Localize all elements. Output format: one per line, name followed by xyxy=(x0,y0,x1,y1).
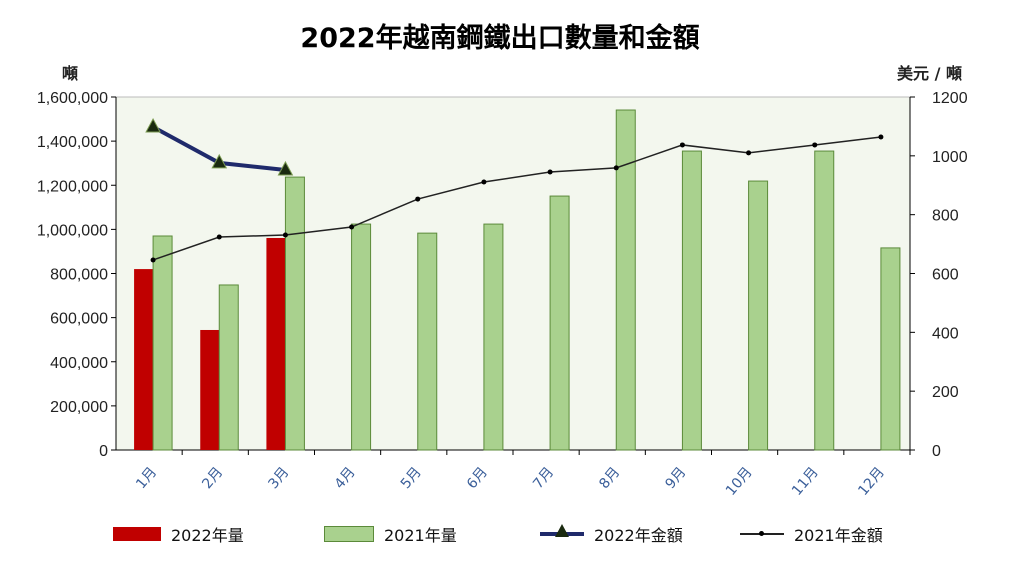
bar-2021年量 xyxy=(483,223,504,451)
bar-2021年量 xyxy=(351,223,372,451)
legend-swatch xyxy=(324,526,374,542)
point-2021年金額 xyxy=(481,179,487,185)
right-tick-label: 1000 xyxy=(932,149,968,166)
x-tick-label: 9月 xyxy=(662,464,689,492)
right-tick-label: 0 xyxy=(932,443,941,460)
bar-2022年量 xyxy=(200,329,220,450)
point-2022年金額 xyxy=(277,160,294,176)
legend-swatch xyxy=(540,524,584,537)
right-tick-label: 1200 xyxy=(932,90,968,107)
point-2022年金額 xyxy=(145,117,161,133)
dot-marker-icon xyxy=(759,531,764,536)
x-tick-label: 12月 xyxy=(855,464,888,499)
x-tick-label: 5月 xyxy=(398,464,425,492)
point-2021年金額 xyxy=(349,224,355,230)
point-2021年金額 xyxy=(415,196,421,202)
legend-item: 2022年量 xyxy=(113,522,244,546)
x-tick-label: 7月 xyxy=(530,464,557,492)
left-tick-label: 0 xyxy=(99,443,108,460)
x-tick-label: 11月 xyxy=(789,464,822,499)
x-tick-label: 10月 xyxy=(723,464,756,499)
legend-label: 2021年量 xyxy=(384,526,457,545)
legend-label: 2022年量 xyxy=(171,526,244,545)
left-tick-label: 800,000 xyxy=(50,267,108,284)
point-2021年金額 xyxy=(282,232,288,238)
plot-area xyxy=(115,96,911,451)
right-tick-label: 200 xyxy=(932,384,959,401)
right-tick-label: 800 xyxy=(932,208,959,225)
point-2021年金額 xyxy=(812,142,818,148)
legend-item: 2021年金額 xyxy=(740,522,883,546)
bar-2021年量 xyxy=(417,232,438,451)
right-tick-label: 600 xyxy=(932,267,959,284)
line-2021年金額 xyxy=(152,136,882,261)
legend-label: 2021年金額 xyxy=(794,526,883,545)
left-axis-title: 噸 xyxy=(62,64,79,83)
point-2021年金額 xyxy=(613,165,619,171)
right-tick-label: 400 xyxy=(932,325,959,342)
bar-2021年量 xyxy=(615,109,636,451)
bar-2021年量 xyxy=(152,235,173,451)
point-2021年金額 xyxy=(216,234,222,240)
left-tick-label: 1,200,000 xyxy=(37,178,108,195)
point-2021年金額 xyxy=(150,257,156,263)
left-tick-label: 1,000,000 xyxy=(37,222,108,239)
x-tick-label: 6月 xyxy=(464,464,491,492)
x-tick-label: 8月 xyxy=(596,464,623,492)
x-tick-label: 4月 xyxy=(332,464,359,492)
point-2021年金額 xyxy=(746,150,752,156)
left-tick-label: 400,000 xyxy=(50,355,108,372)
x-tick-label: 1月 xyxy=(133,464,160,492)
point-2022年金額 xyxy=(211,153,228,169)
legend-item: 2022年金額 xyxy=(540,522,683,546)
right-axis-title: 美元 / 噸 xyxy=(897,64,962,83)
left-tick-label: 200,000 xyxy=(50,399,108,416)
bar-2021年量 xyxy=(814,150,835,451)
legend-swatch xyxy=(740,531,784,536)
chart-title: 2022年越南鋼鐵出口數量和金額 xyxy=(300,23,700,54)
bar-2021年量 xyxy=(549,195,570,451)
bar-2021年量 xyxy=(748,180,769,451)
point-2021年金額 xyxy=(679,142,685,148)
left-tick-label: 600,000 xyxy=(50,311,108,328)
point-2021年金額 xyxy=(878,134,884,140)
bar-2021年量 xyxy=(218,284,239,451)
left-tick-label: 1,600,000 xyxy=(37,90,108,107)
legend-item: 2021年量 xyxy=(324,522,457,546)
triangle-marker-icon xyxy=(555,524,569,537)
bar-2022年量 xyxy=(134,269,154,450)
x-tick-label: 3月 xyxy=(265,464,292,492)
bar-2021年量 xyxy=(681,150,702,451)
left-tick-label: 1,400,000 xyxy=(37,134,108,151)
legend-label: 2022年金額 xyxy=(594,526,683,545)
bar-2021年量 xyxy=(284,176,305,451)
point-2021年金額 xyxy=(547,169,553,175)
legend-swatch xyxy=(113,527,161,541)
x-tick-label: 2月 xyxy=(199,464,226,492)
bar-2021年量 xyxy=(880,247,901,451)
bar-2022年量 xyxy=(266,237,286,450)
